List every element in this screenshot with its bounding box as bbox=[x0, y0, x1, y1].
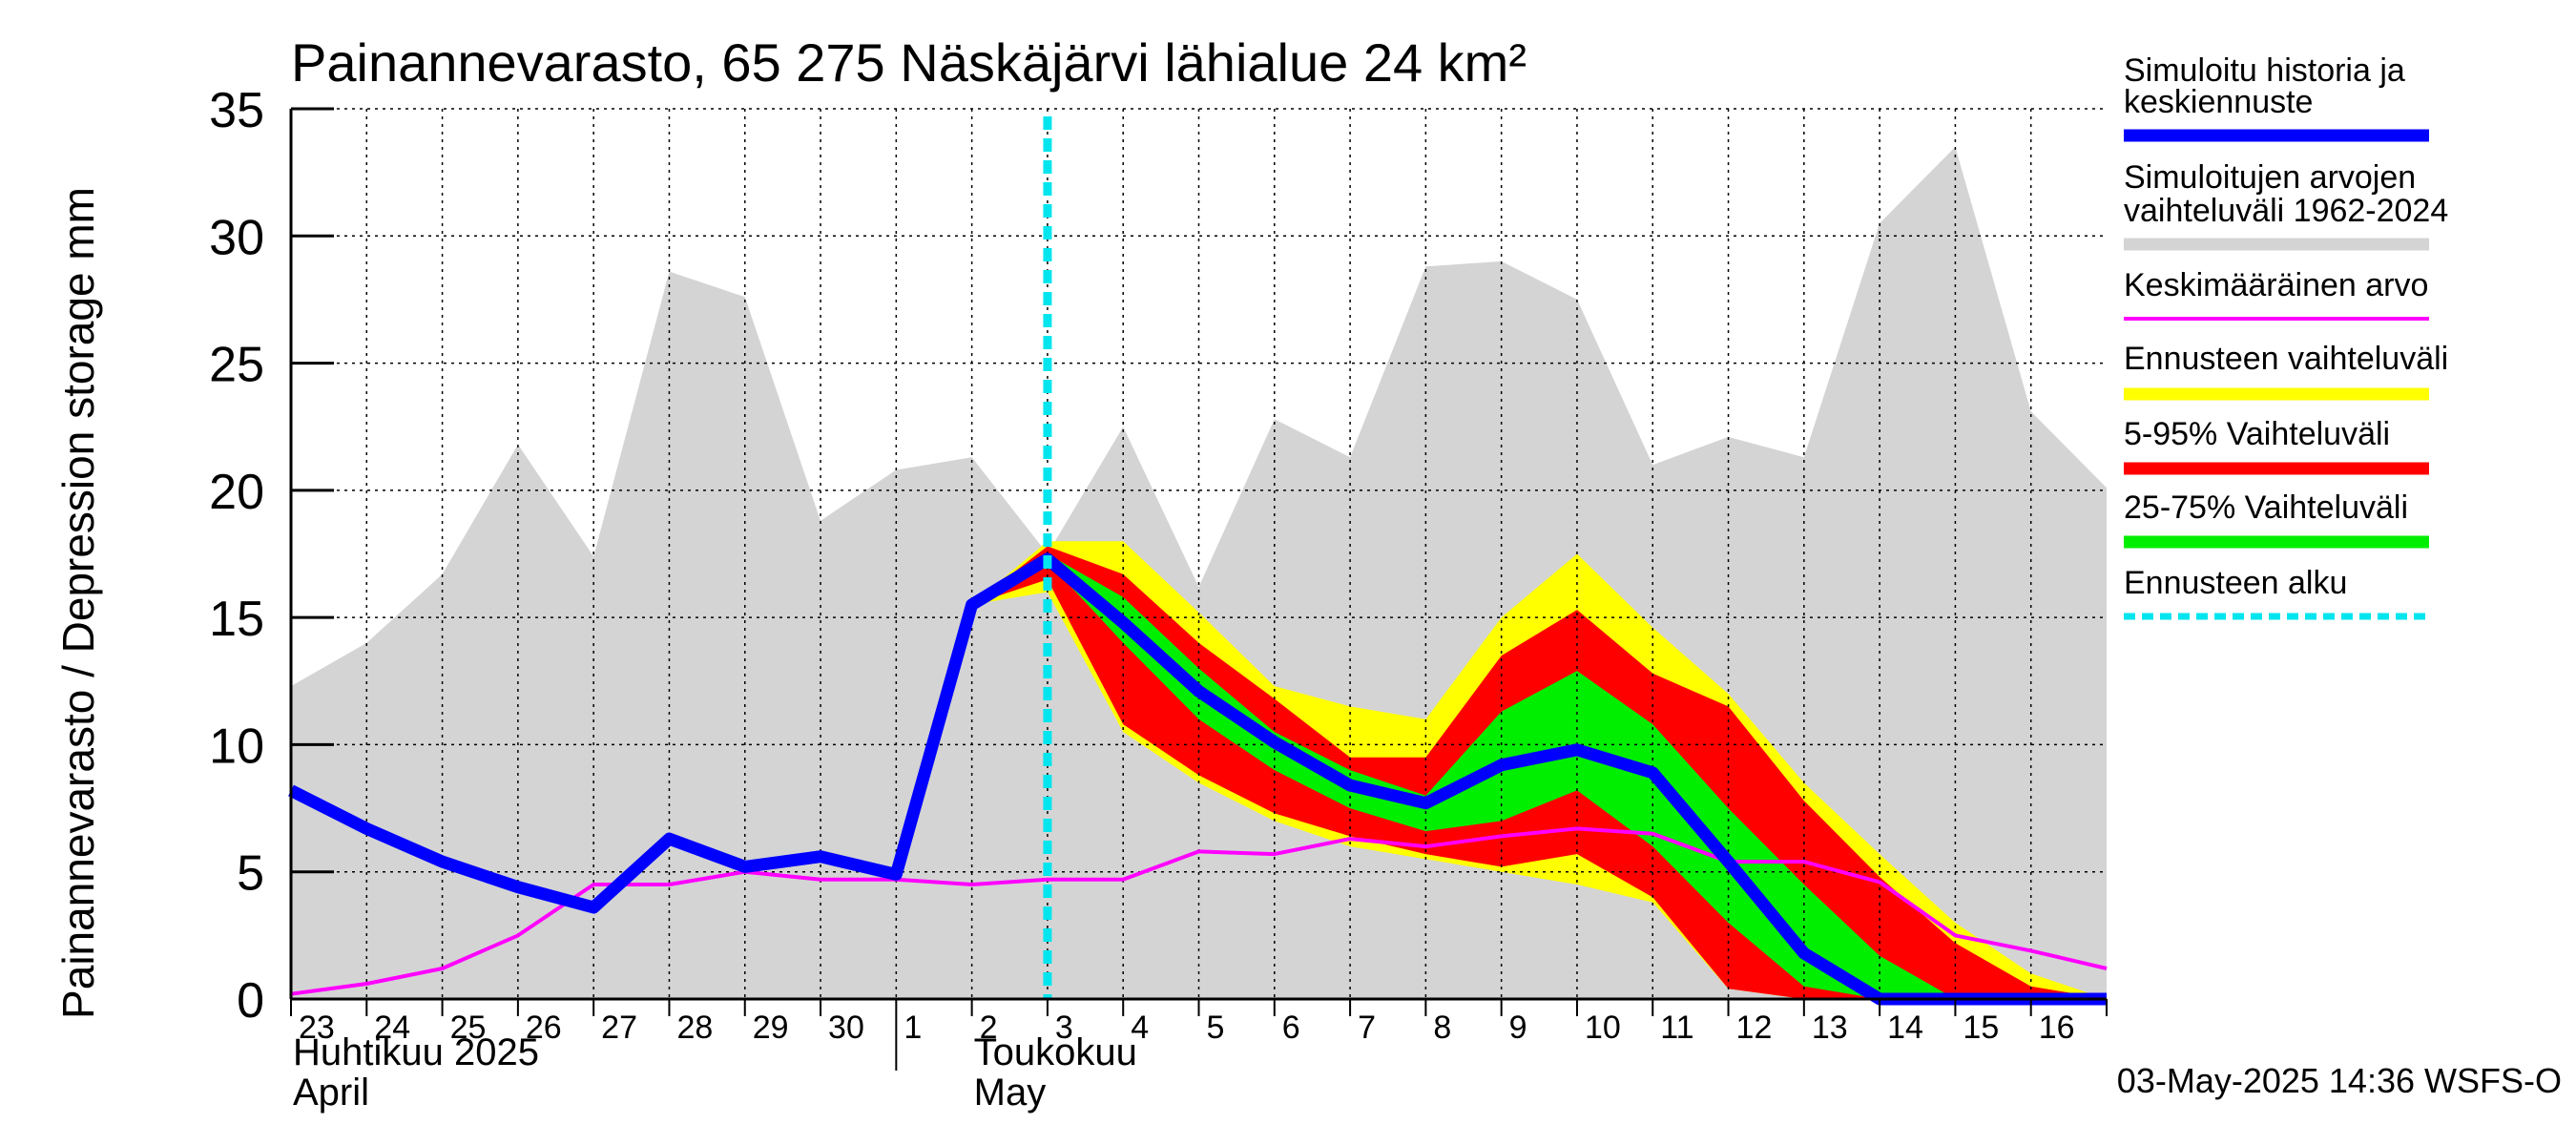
month-label-en: May bbox=[974, 1072, 1047, 1114]
month-label-fi: Toukokuu bbox=[974, 1031, 1137, 1073]
x-tick-label: 11 bbox=[1660, 1010, 1693, 1046]
legend-label: keskiennuste bbox=[2124, 84, 2313, 120]
x-tick-label: 26 bbox=[526, 1010, 562, 1046]
x-tick-label: 1 bbox=[904, 1010, 922, 1046]
mean-line bbox=[290, 826, 2108, 996]
x-tick-label: 12 bbox=[1736, 1010, 1773, 1046]
y-tick-label: 30 bbox=[209, 210, 264, 265]
y-tick-label: 15 bbox=[209, 592, 264, 647]
legend-label: Keskimääräinen arvo bbox=[2124, 267, 2428, 303]
legend-label: Simuloitujen arvojen bbox=[2124, 159, 2416, 196]
month-label-fi: Huhtikuu 2025 bbox=[293, 1031, 539, 1073]
legend-item: 5-95% Vaihteluväli bbox=[2124, 416, 2429, 475]
legend-label: Ennusteen vaihteluväli bbox=[2124, 341, 2448, 377]
legend-label: vaihteluväli 1962-2024 bbox=[2124, 193, 2448, 229]
legend-label: Ennusteen alku bbox=[2124, 565, 2347, 601]
p25-75-band bbox=[971, 553, 2107, 999]
x-tick-label: 4 bbox=[1131, 1010, 1149, 1046]
legend-label: 5-95% Vaihteluväli bbox=[2124, 416, 2390, 452]
x-tick-label: 25 bbox=[450, 1010, 487, 1046]
x-tick-label: 10 bbox=[1585, 1010, 1621, 1046]
y-tick-label: 5 bbox=[237, 846, 264, 902]
legend-item: 25-75% Vaihteluväli bbox=[2124, 489, 2429, 549]
x-tick-label: 15 bbox=[1963, 1010, 1999, 1046]
x-tick-label: 14 bbox=[1887, 1010, 1923, 1046]
legend-item: Keskimääräinen arvo bbox=[2124, 267, 2429, 321]
x-tick-label: 9 bbox=[1509, 1010, 1527, 1046]
legend-label: 25-75% Vaihteluväli bbox=[2124, 489, 2408, 526]
legend-label: Simuloitu historia ja bbox=[2124, 52, 2405, 89]
x-tick-label: 6 bbox=[1282, 1010, 1300, 1046]
month-label-en: April bbox=[293, 1072, 369, 1114]
x-tick-label: 3 bbox=[1055, 1010, 1073, 1046]
x-tick-label: 5 bbox=[1207, 1010, 1225, 1046]
simulated-line bbox=[288, 552, 2107, 1006]
x-tick-label: 2 bbox=[980, 1010, 998, 1046]
legend: Simuloitu historia jakeskiennusteSimuloi… bbox=[2124, 52, 2448, 620]
x-tick-label: 27 bbox=[601, 1010, 637, 1046]
x-tick-label: 28 bbox=[676, 1010, 713, 1046]
chart-title: Painannevarasto, 65 275 Näskäjärvi lähia… bbox=[291, 32, 1527, 93]
plot-area bbox=[288, 108, 2108, 1006]
y-tick-label: 20 bbox=[209, 465, 264, 520]
x-tick-label: 29 bbox=[753, 1010, 789, 1046]
y-tick-label: 35 bbox=[209, 83, 264, 138]
y-tick-label: 25 bbox=[209, 338, 264, 393]
legend-item: Ennusteen vaihteluväli bbox=[2124, 341, 2448, 401]
x-tick-label: 7 bbox=[1358, 1010, 1376, 1046]
y-tick-label: 10 bbox=[209, 718, 264, 774]
x-tick-label: 23 bbox=[299, 1010, 335, 1046]
x-tick-label: 8 bbox=[1433, 1010, 1451, 1046]
legend-item: Ennusteen alku bbox=[2124, 565, 2429, 620]
x-tick-label: 13 bbox=[1812, 1010, 1848, 1046]
x-tick-label: 16 bbox=[2039, 1010, 2075, 1046]
x-tick-label: 24 bbox=[374, 1010, 410, 1046]
y-axis-label: Painannevarasto / Depression storage mm bbox=[53, 187, 103, 1019]
timestamp-label: 03-May-2025 14:36 WSFS-O bbox=[2117, 1061, 2562, 1100]
y-tick-label: 0 bbox=[237, 973, 264, 1029]
x-tick-label: 30 bbox=[828, 1010, 864, 1046]
